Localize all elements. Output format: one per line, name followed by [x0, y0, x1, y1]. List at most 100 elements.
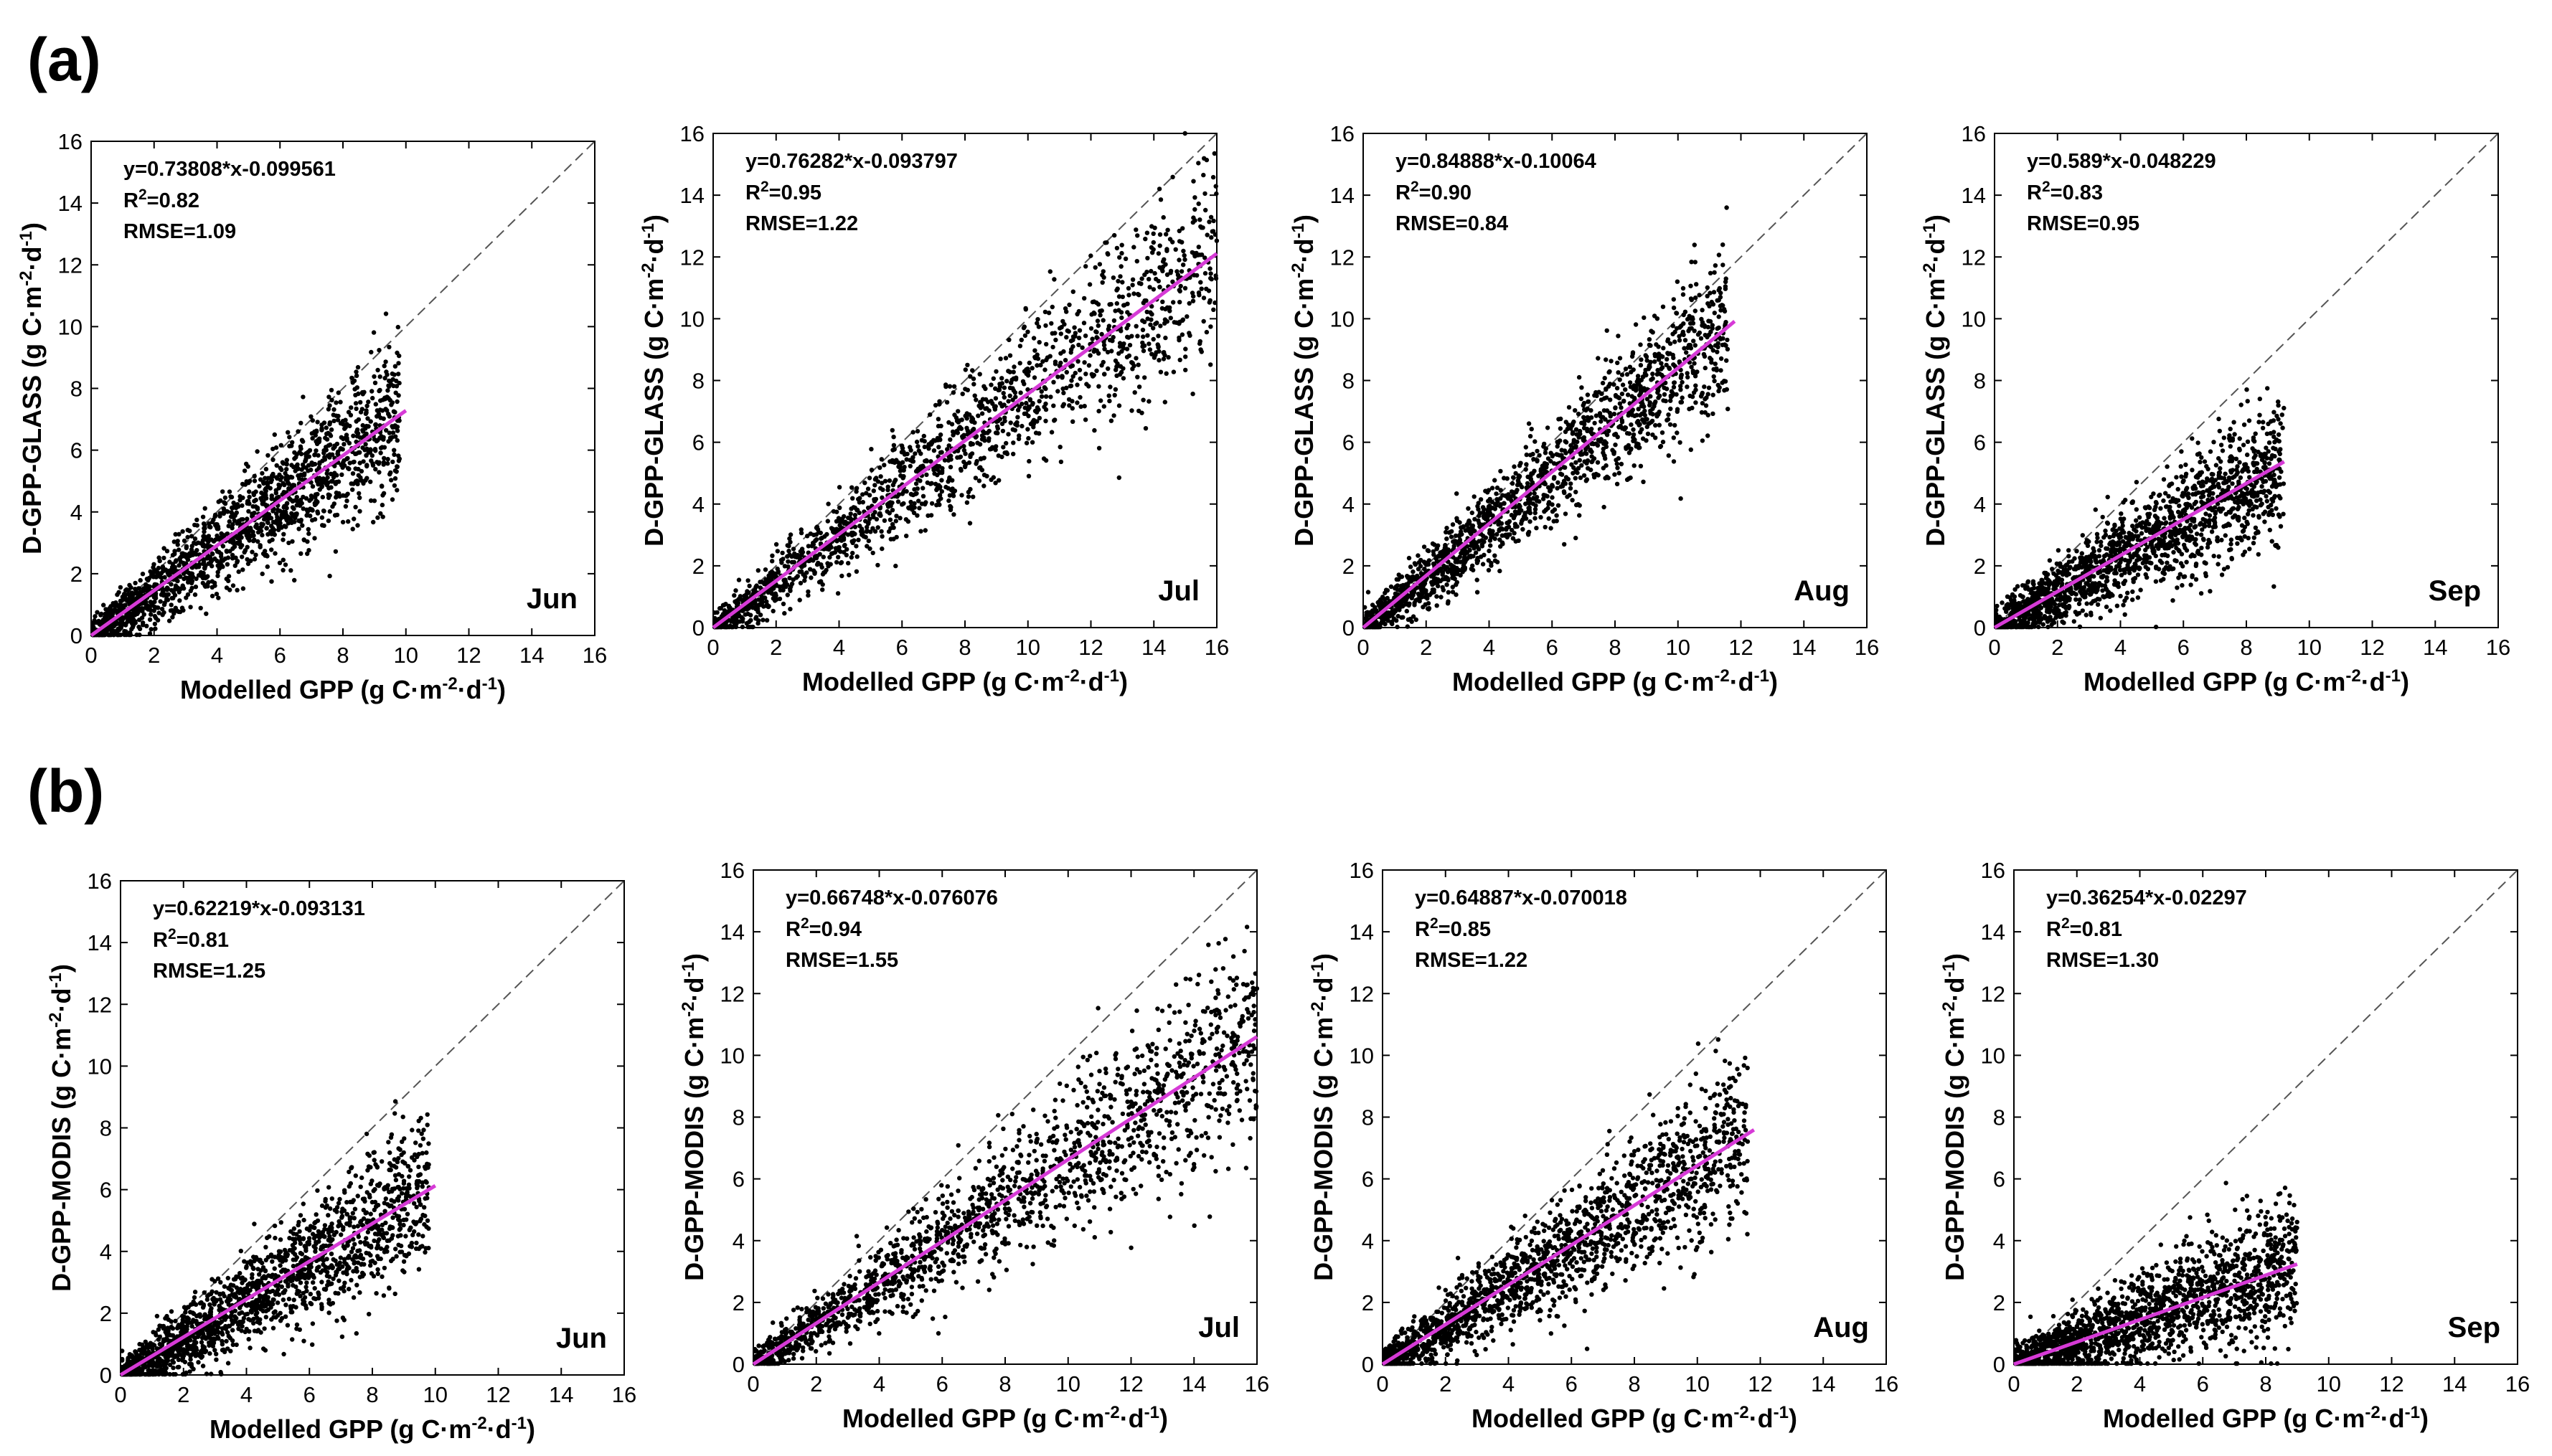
scatter-point [1649, 377, 1654, 382]
scatter-point [1114, 245, 1120, 251]
scatter-point [220, 489, 225, 494]
x-tick-label: 14 [1141, 635, 1166, 660]
scatter-point [1573, 489, 1578, 495]
scatter-point [1671, 306, 1677, 311]
scatter-point [1093, 265, 1098, 270]
scatter-point [306, 508, 311, 513]
scatter-point [1520, 526, 1525, 532]
y-tick-label: 12 [680, 245, 705, 270]
scatter-point [344, 456, 349, 461]
scatter-point [1555, 480, 1560, 485]
scatter-point [1145, 333, 1150, 338]
scatter-point [192, 536, 198, 542]
y-tick-label: 14 [58, 191, 83, 216]
scatter-point [232, 563, 237, 568]
scatter-point [834, 559, 839, 565]
scatter-point [1006, 369, 1011, 374]
scatter-point [354, 451, 359, 456]
scatter-point [271, 527, 277, 532]
scatter-point [1120, 344, 1126, 349]
scatter-point [1688, 447, 1693, 453]
scatter-point [875, 562, 880, 568]
scatter-point [1004, 379, 1009, 384]
scatter-point [291, 464, 296, 470]
scatter-point [920, 493, 926, 498]
scatter-point [1497, 568, 1502, 574]
scatter-point [1090, 336, 1095, 341]
scatter-point [1042, 367, 1047, 372]
scatter-point [366, 400, 371, 405]
scatter-point [860, 530, 865, 535]
scatter-point [149, 572, 154, 577]
scatter-point [202, 534, 207, 539]
scatter-point [389, 478, 394, 483]
scatter-point [998, 356, 1003, 361]
scatter-point [281, 531, 286, 536]
scatter-point [1199, 225, 1204, 230]
scatter-point [373, 448, 378, 453]
scatter-point [1158, 197, 1164, 202]
scatter-point [123, 621, 128, 626]
scatter-point [1672, 380, 1677, 385]
scatter-point [1100, 280, 1105, 285]
scatter-point [1027, 458, 1032, 464]
scatter-point [265, 484, 270, 489]
scatter-point [1665, 356, 1670, 362]
scatter-point [1492, 553, 1497, 558]
x-tick-label: 8 [959, 635, 971, 660]
scatter-point [764, 618, 770, 623]
scatter-point [1099, 363, 1104, 368]
scatter-point [947, 384, 953, 389]
scatter-point [1130, 277, 1136, 282]
scatter-point [1213, 300, 1218, 306]
scatter-point [1077, 328, 1083, 333]
scatter-point [1638, 342, 1643, 347]
scatter-point [1694, 282, 1699, 287]
scatter-point [395, 324, 400, 330]
scatter-point [991, 376, 997, 381]
scatter-point [310, 484, 316, 489]
scatter-point [329, 397, 334, 402]
scatter-point [759, 597, 765, 602]
scatter-point [137, 626, 143, 631]
scatter-point [255, 505, 260, 511]
scatter-point [332, 443, 337, 448]
scatter-point [355, 523, 360, 528]
scatter-point [165, 569, 170, 575]
scatter-point [371, 519, 376, 525]
scatter-point [193, 585, 199, 590]
scatter-point [283, 562, 288, 567]
scatter-point [916, 498, 921, 504]
scatter-point [1148, 310, 1153, 315]
scatter-point [1617, 377, 1622, 382]
scatter-point [977, 372, 982, 377]
scatter-point [951, 390, 956, 395]
scatter-point [354, 419, 359, 424]
scatter-point [934, 503, 939, 508]
scatter-point [342, 463, 347, 468]
scatter-point [1563, 511, 1568, 516]
scatter-point [317, 460, 322, 465]
scatter-point [1157, 232, 1163, 237]
scatter-point [230, 556, 235, 561]
scatter-point [382, 397, 388, 402]
scatter-point [1110, 339, 1115, 344]
x-tick-label: 8 [1609, 635, 1621, 660]
scatter-point [838, 560, 844, 566]
scatter-point [1002, 394, 1007, 400]
scatter-point [265, 531, 270, 537]
scatter-point [1203, 207, 1208, 213]
scatter-point [1374, 608, 1379, 613]
scatter-point [1082, 360, 1087, 365]
r-squared: R2=0.95 [745, 179, 821, 205]
scatter-point [885, 509, 890, 514]
scatter-point [146, 607, 151, 612]
scatter-point [1671, 459, 1677, 464]
scatter-point [1179, 269, 1185, 274]
scatter-point [1631, 432, 1637, 438]
scatter-point [752, 587, 758, 592]
scatter-point [133, 580, 138, 586]
scatter-point [296, 429, 301, 434]
scatter-point [1118, 274, 1123, 279]
scatter-point [176, 531, 182, 536]
